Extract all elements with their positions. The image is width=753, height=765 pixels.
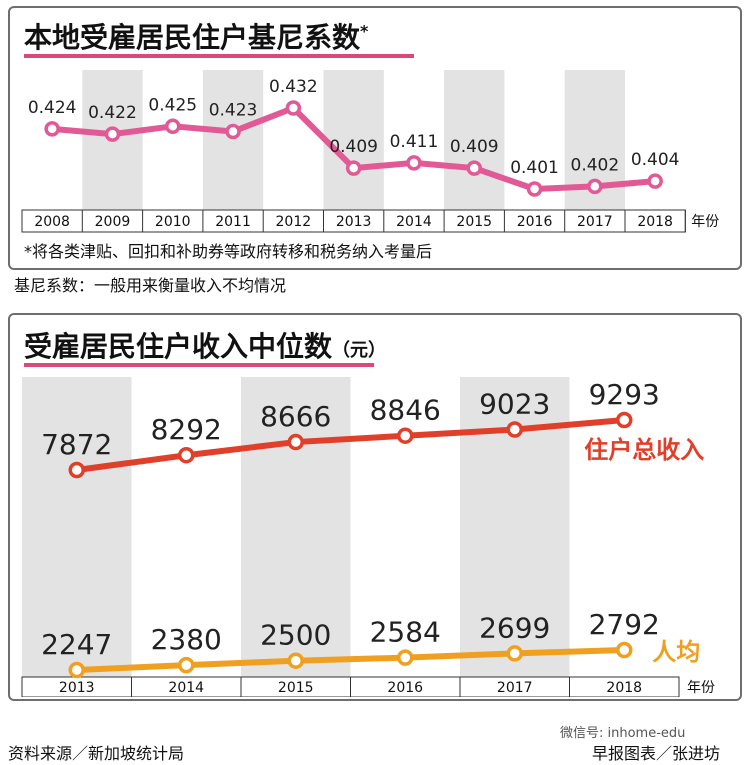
per-capita-income-point <box>68 661 85 679</box>
gini-line-chart: 2008 2009 2010 2011 2012 2013 2014 2015 2016 2017… <box>21 70 719 233</box>
gini-title-text: 本地受雇居民住户基尼系数 <box>24 21 361 54</box>
x-tick-label: 2018 <box>637 214 673 230</box>
x-tick-label: 2018 <box>606 680 642 696</box>
gini-data-point <box>587 178 603 195</box>
household-income-label: 8846 <box>370 394 441 427</box>
gini-data-label: 0.401 <box>510 158 559 178</box>
household-income-point <box>616 411 633 429</box>
x-tick-label: 2015 <box>278 680 314 696</box>
x-tick-label: 2013 <box>336 214 372 230</box>
household-income-label: 9293 <box>589 378 660 411</box>
title-footnote-mark: * <box>360 21 369 41</box>
gini-definition-note: 基尼系数：一般用来衡量收入不均情况 <box>14 276 287 295</box>
gini-data-label: 0.409 <box>329 137 378 157</box>
per-capita-income-label: 2247 <box>41 628 112 661</box>
per-capita-income-label: 2380 <box>151 623 222 656</box>
shaded-column <box>323 70 384 210</box>
income-line-chart: 2013 2014 2015 2016 2017 2018 年份 7872 8292 8666 88… <box>21 377 715 697</box>
x-tick-label: 2014 <box>168 680 204 696</box>
gini-data-point <box>647 173 663 189</box>
household-income-label: 8292 <box>151 413 222 446</box>
per-capita-income-line <box>76 647 625 673</box>
x-tick-label: 2015 <box>456 214 492 230</box>
x-axis-unit: 年份 <box>691 214 719 230</box>
x-axis-unit: 年份 <box>687 680 715 696</box>
gini-data-point <box>285 100 302 116</box>
gini-data-point <box>406 155 422 171</box>
gini-data-point <box>526 181 543 197</box>
per-capita-income-point <box>506 645 523 662</box>
x-tick-label: 2016 <box>517 214 553 230</box>
gini-data-label: 0.422 <box>88 103 137 123</box>
gini-title-underline <box>24 54 414 58</box>
income-title-text: 受雇居民住户收入中位数 <box>24 330 333 363</box>
household-income-point <box>506 421 523 438</box>
x-tick-label: 2010 <box>155 214 191 230</box>
gini-data-label: 0.411 <box>390 132 439 152</box>
gini-data-label: 0.404 <box>631 150 680 170</box>
household-income-label: 9023 <box>479 388 550 421</box>
x-tick-label: 2016 <box>387 680 423 696</box>
household-income-point <box>178 446 195 464</box>
gini-data-label: 0.402 <box>571 155 620 175</box>
household-income-line <box>76 417 625 473</box>
income-panel: 受雇居民住户收入中位数（元） 2013 2014 2015 2016 2017 2018 年… <box>8 313 742 701</box>
x-tick-label: 2012 <box>276 214 312 230</box>
gini-panel: 本地受雇居民住户基尼系数* 2008 2009 2010 2011 2012 2013 20… <box>8 6 742 270</box>
x-tick-label: 2008 <box>34 214 70 230</box>
gini-data-label: 0.424 <box>28 98 77 118</box>
per-capita-income-point <box>178 656 195 674</box>
credit-note: 早报图表／张进坊 <box>592 744 721 763</box>
watermark: 微信号: inhome-edu <box>560 726 686 741</box>
series-label: 住户总收入 <box>584 436 704 464</box>
per-capita-income-point <box>397 649 414 666</box>
gini-data-point <box>345 160 362 176</box>
per-capita-income-label: 2792 <box>589 608 660 641</box>
household-income-label: 7872 <box>41 428 112 461</box>
source-note: 资料来源／新加坡统计局 <box>8 744 185 763</box>
gini-data-point <box>44 121 60 137</box>
household-income-point <box>287 433 304 451</box>
household-income-label: 8666 <box>260 400 331 433</box>
income-unit: （元） <box>332 340 387 361</box>
gini-data-point <box>225 123 241 140</box>
gini-data-label: 0.425 <box>148 95 197 115</box>
series-label: 人均 <box>652 638 700 666</box>
household-income-point <box>68 461 85 479</box>
household-income-point <box>397 427 414 444</box>
shaded-column <box>22 377 132 677</box>
gini-data-point <box>165 118 181 135</box>
per-capita-income-label: 2584 <box>370 616 441 649</box>
per-capita-income-label: 2699 <box>479 611 550 644</box>
gini-footnote: *将各类津贴、回扣和补助券等政府转移和税务纳入考量后 <box>24 242 433 261</box>
shaded-column <box>444 70 505 210</box>
income-chart-title: 受雇居民住户收入中位数（元） <box>24 325 386 365</box>
gini-data-point <box>104 126 121 142</box>
shaded-column <box>202 70 264 210</box>
gini-chart-title: 本地受雇居民住户基尼系数* <box>24 16 368 56</box>
shaded-column <box>241 377 351 677</box>
gini-data-label: 0.423 <box>209 101 258 121</box>
gini-data-point <box>466 160 482 176</box>
x-tick-label: 2013 <box>59 680 95 696</box>
gini-data-label: 0.432 <box>269 77 318 97</box>
gini-data-label: 0.409 <box>450 137 499 157</box>
income-title-underline <box>24 363 374 367</box>
per-capita-income-point <box>287 652 304 669</box>
x-tick-label: 2014 <box>396 214 432 230</box>
x-tick-label: 2017 <box>577 214 613 230</box>
x-tick-label: 2011 <box>215 214 251 230</box>
x-tick-label: 2009 <box>95 214 131 230</box>
per-capita-income-label: 2500 <box>260 619 331 652</box>
x-tick-label: 2017 <box>497 680 533 696</box>
per-capita-income-point <box>616 641 633 659</box>
